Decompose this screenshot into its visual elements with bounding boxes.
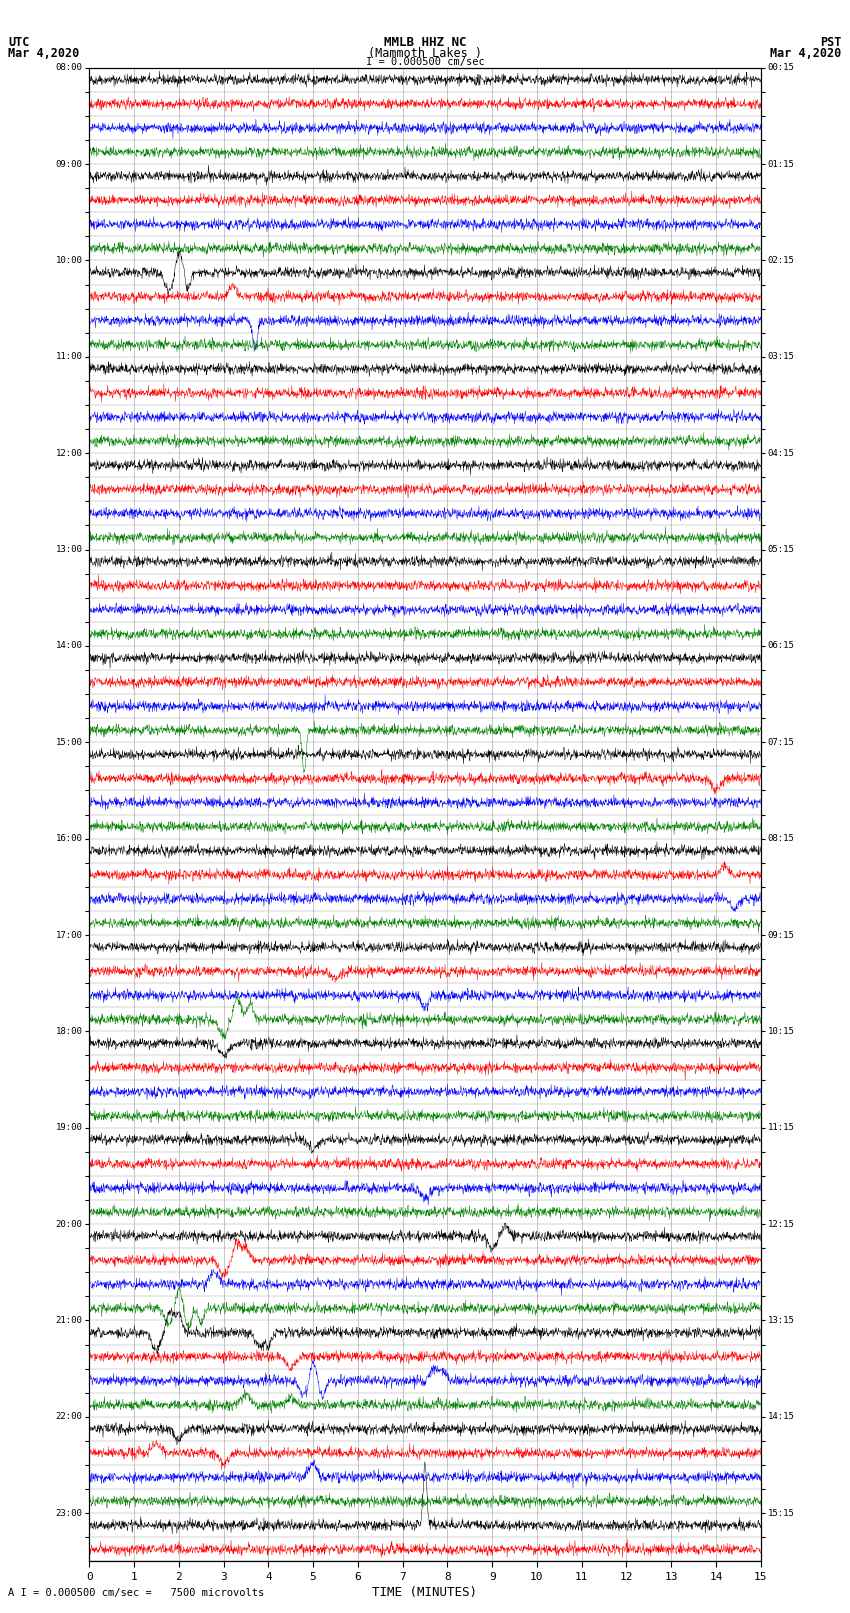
Text: PST: PST [820, 37, 842, 50]
Text: A I = 0.000500 cm/sec =   7500 microvolts: A I = 0.000500 cm/sec = 7500 microvolts [8, 1589, 264, 1598]
Text: I = 0.000500 cm/sec: I = 0.000500 cm/sec [366, 56, 484, 66]
Text: UTC: UTC [8, 37, 30, 50]
Text: Mar 4,2020: Mar 4,2020 [770, 47, 842, 60]
Text: Mar 4,2020: Mar 4,2020 [8, 47, 80, 60]
Text: (Mammoth Lakes ): (Mammoth Lakes ) [368, 47, 482, 60]
Text: MMLB HHZ NC: MMLB HHZ NC [383, 37, 467, 50]
X-axis label: TIME (MINUTES): TIME (MINUTES) [372, 1586, 478, 1598]
